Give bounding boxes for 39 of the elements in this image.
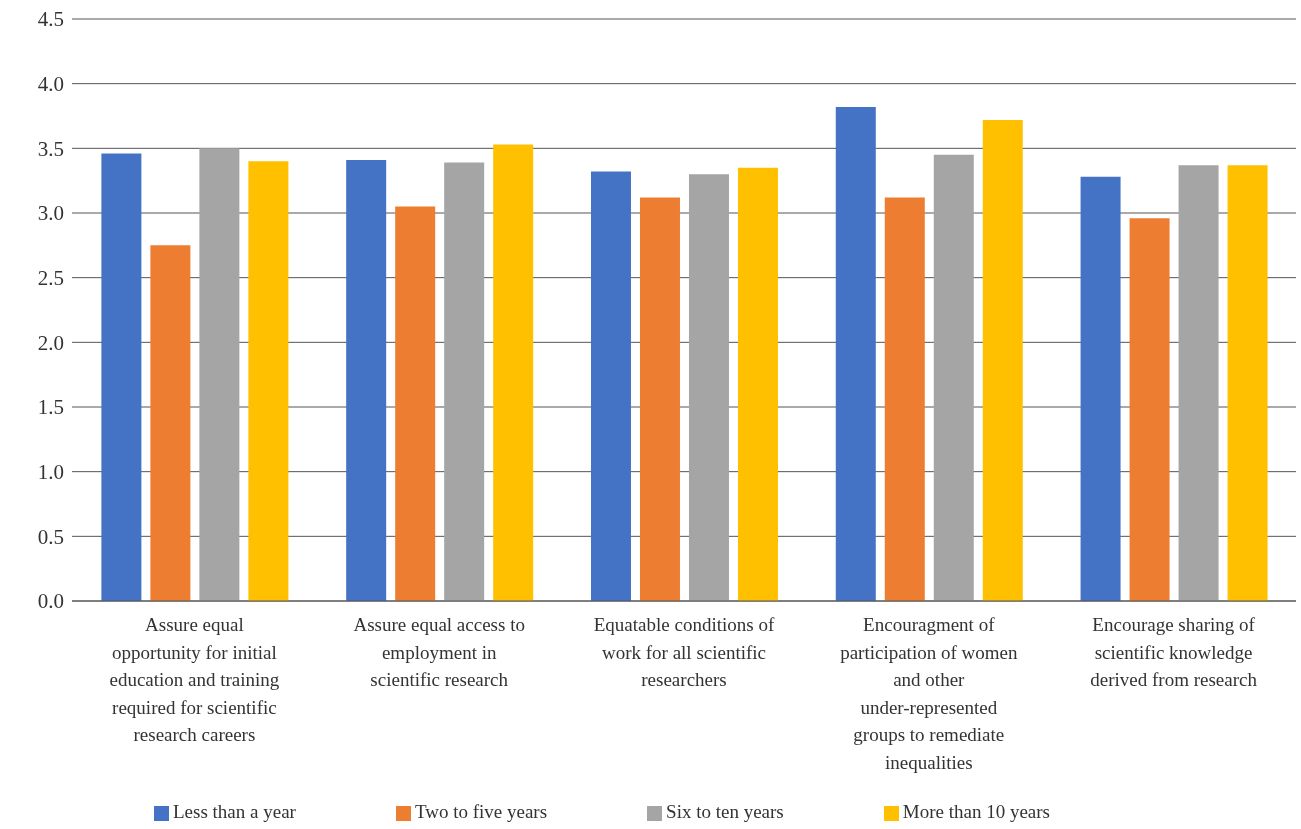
- legend-label: Two to five years: [414, 801, 548, 822]
- y-tick-label: 4.0: [37, 72, 64, 97]
- legend-label: Six to ten years: [666, 801, 784, 822]
- bar: [493, 144, 534, 601]
- y-tick-label: 1.5: [37, 395, 64, 420]
- bar: [590, 171, 631, 601]
- legend-label: More than 10 years: [902, 801, 1050, 822]
- bar: [346, 159, 387, 601]
- y-tick-label: 0.0: [37, 589, 64, 614]
- bar: [982, 119, 1023, 601]
- bar: [639, 197, 680, 601]
- bar: [884, 197, 925, 601]
- bar: [933, 154, 974, 601]
- bar: [737, 167, 778, 601]
- x-tick-label: Assure equal opportunity for initial education and training required for scientific research careers: [109, 614, 280, 745]
- bar: [395, 206, 436, 601]
- y-tick-label: 3.5: [37, 136, 64, 161]
- x-tick-label: Equatable conditions of work for all scientific researchers: [593, 614, 775, 690]
- bar: [150, 245, 191, 601]
- y-tick-label: 2.5: [37, 266, 64, 291]
- bar: [248, 161, 289, 601]
- bar: [1080, 176, 1121, 601]
- y-tick-label: 2.0: [37, 330, 64, 355]
- bar: [1227, 165, 1268, 601]
- x-tick-label: Assure equal access to employment in scientific research: [353, 614, 525, 690]
- bar: [1178, 165, 1219, 601]
- bar: [688, 174, 729, 601]
- x-tick-label: Encouragment of participation of women and other under-represented groups to remediate inequalities: [840, 614, 1018, 773]
- y-tick-label: 1.0: [37, 460, 64, 485]
- bar: [444, 162, 485, 601]
- bar: [199, 148, 240, 601]
- x-tick-label: Encourage sharing of scientific knowledge derived from research: [1090, 614, 1258, 690]
- y-tick-label: 4.5: [37, 7, 64, 32]
- bar: [835, 106, 876, 601]
- legend-label: Less than a year: [173, 801, 296, 822]
- y-tick-label: 3.0: [37, 201, 64, 226]
- bar: [1129, 218, 1170, 601]
- y-tick-label: 0.5: [37, 524, 64, 549]
- bar: [101, 153, 142, 601]
